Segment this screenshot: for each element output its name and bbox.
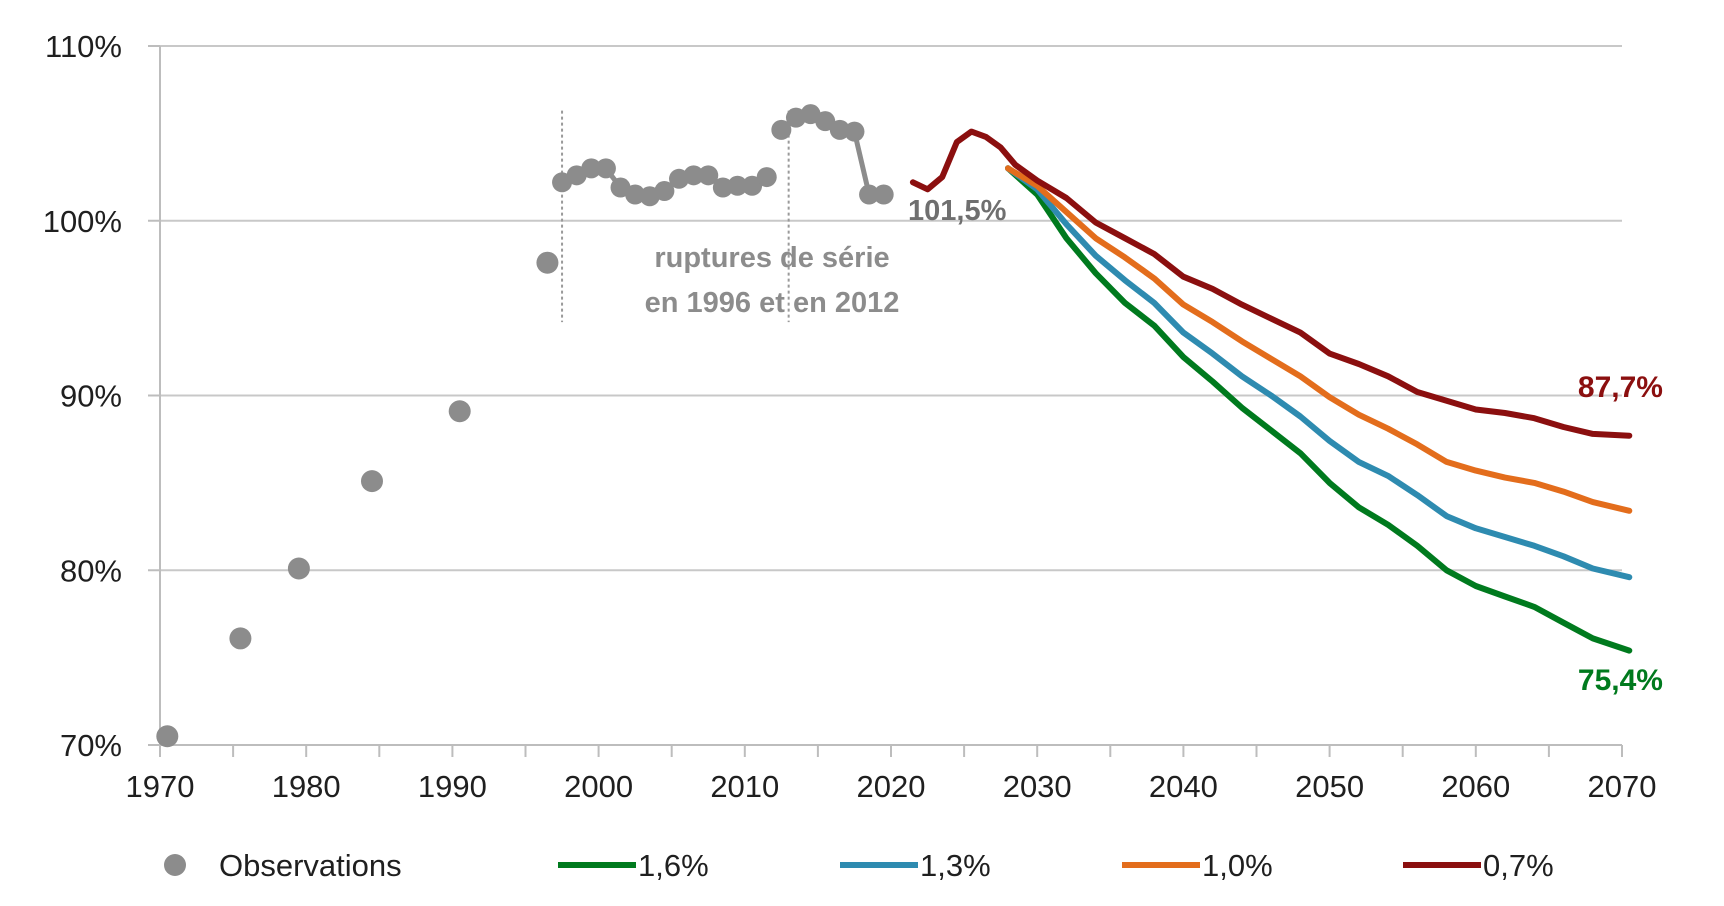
x-tick-label: 2000 bbox=[564, 769, 633, 804]
legend-observations-label: Observations bbox=[219, 848, 402, 883]
axes: 70% 80% 90% 100% 110% 1970 1980 1990 2000 2010 202… bbox=[43, 29, 1657, 804]
series-line-1-3 bbox=[1005, 165, 1633, 581]
plot-area bbox=[156, 104, 1633, 748]
observation-point bbox=[448, 400, 471, 423]
y-tick-label: 100% bbox=[43, 204, 122, 239]
x-tick-label: 2030 bbox=[1003, 769, 1072, 804]
observation-point bbox=[771, 119, 792, 140]
observation-point bbox=[683, 165, 704, 186]
observation-point bbox=[829, 119, 850, 140]
observation-point bbox=[727, 175, 748, 196]
x-tick-label: 2070 bbox=[1588, 769, 1657, 804]
legend-observations-marker bbox=[164, 854, 186, 876]
observation-point bbox=[536, 251, 559, 274]
end-label-0-7: 87,7% bbox=[1578, 371, 1663, 404]
observation-point bbox=[815, 111, 836, 132]
observation-point bbox=[581, 158, 602, 179]
start-value-label: 101,5% bbox=[908, 195, 1007, 227]
x-tick-label: 1970 bbox=[126, 769, 195, 804]
observation-point bbox=[859, 184, 880, 205]
observation-point bbox=[625, 184, 646, 205]
series-line-1-6 bbox=[1005, 165, 1633, 654]
observation-point bbox=[360, 470, 383, 493]
observation-point bbox=[756, 167, 777, 188]
legend-label-0-7: 0,7% bbox=[1483, 848, 1554, 883]
observation-point bbox=[229, 627, 252, 650]
break-annotation-line-2: en 1996 et en 2012 bbox=[645, 287, 900, 319]
observation-point bbox=[698, 165, 719, 186]
observation-point bbox=[287, 557, 310, 580]
observation-point bbox=[654, 181, 675, 202]
y-tick-label: 110% bbox=[45, 29, 122, 64]
x-tick-label: 2060 bbox=[1441, 769, 1510, 804]
series-line-0-7 bbox=[909, 128, 1633, 439]
legend-label-1-6: 1,6% bbox=[638, 848, 709, 883]
x-tick-label: 2040 bbox=[1149, 769, 1218, 804]
x-tick-label: 2010 bbox=[710, 769, 779, 804]
x-tick-label: 2050 bbox=[1295, 769, 1364, 804]
y-tick-label: 70% bbox=[60, 728, 122, 763]
observation-point bbox=[712, 177, 733, 198]
observation-point bbox=[595, 158, 616, 179]
x-tick-label: 1980 bbox=[272, 769, 341, 804]
legend: Observations 1,6% 1,3% 1,0% 0,7% bbox=[164, 848, 1554, 883]
break-annotation-line-1: ruptures de série bbox=[654, 242, 889, 274]
observation-point bbox=[742, 175, 763, 196]
series-break-markers bbox=[561, 110, 790, 323]
x-tick-label: 2020 bbox=[857, 769, 926, 804]
y-tick-label: 90% bbox=[60, 379, 122, 414]
observation-point bbox=[873, 184, 894, 205]
observation-point bbox=[844, 121, 865, 142]
legend-label-1-0: 1,0% bbox=[1202, 848, 1273, 883]
y-tick-label: 80% bbox=[60, 553, 122, 588]
gridlines bbox=[160, 45, 1622, 572]
observation-point bbox=[156, 725, 179, 748]
x-tick-label: 1990 bbox=[418, 769, 487, 804]
end-label-1-6: 75,4% bbox=[1578, 664, 1663, 697]
legend-label-1-3: 1,3% bbox=[920, 848, 991, 883]
series-line-1-0 bbox=[1005, 165, 1633, 514]
